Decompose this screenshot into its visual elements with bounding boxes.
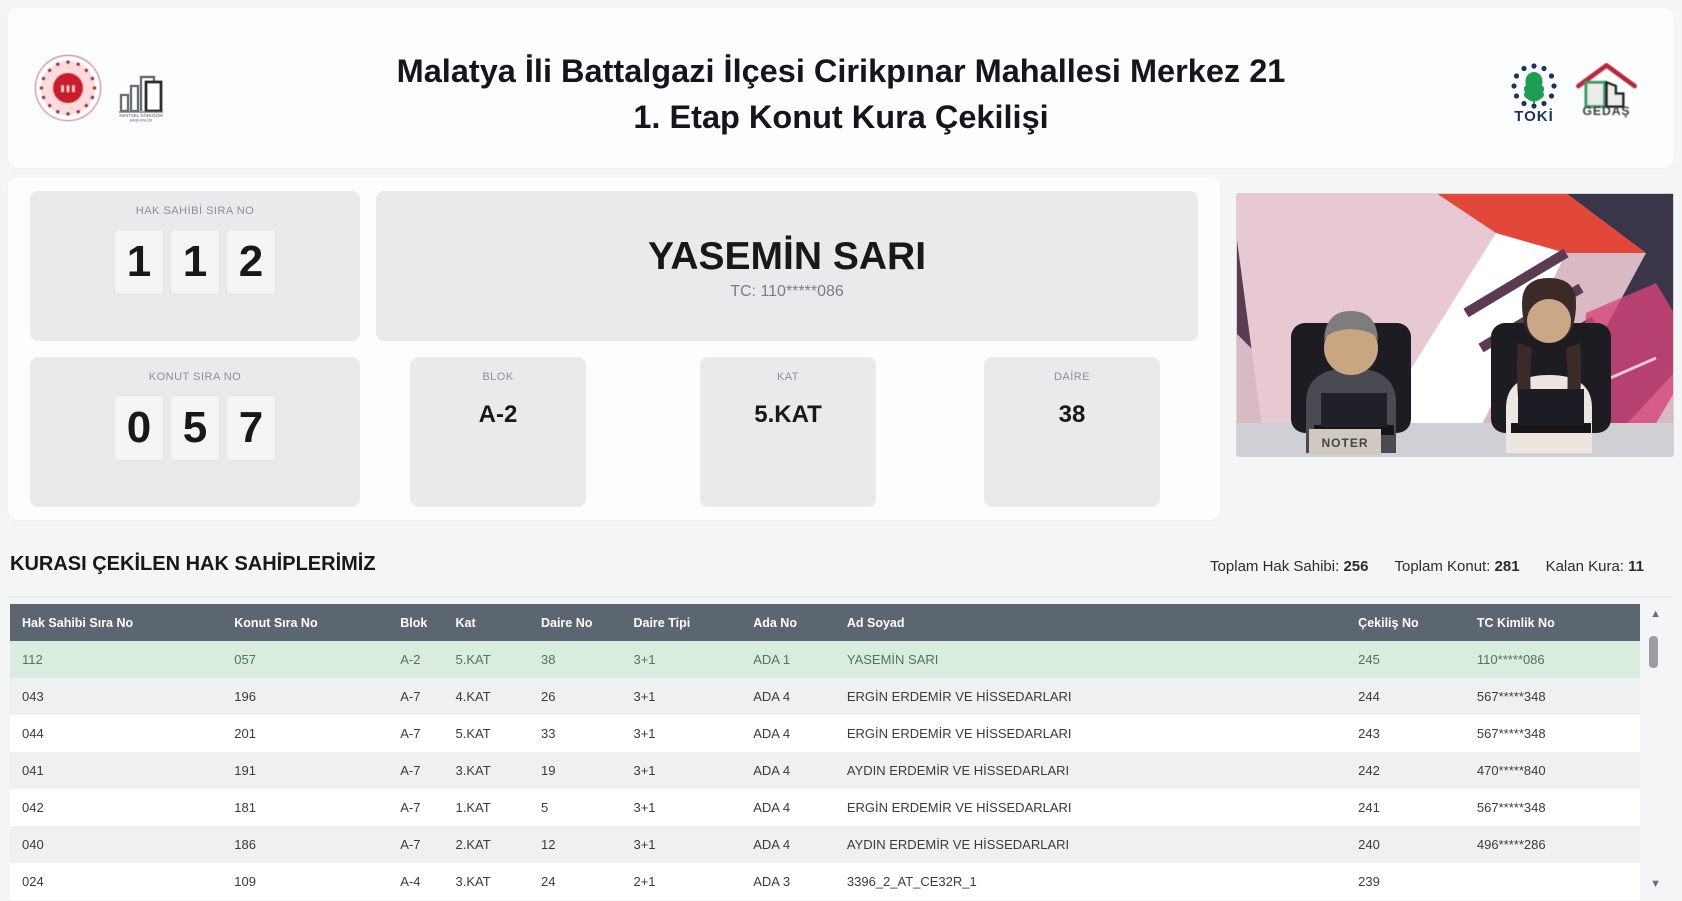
svg-text:GEDAŞ: GEDAŞ — [1583, 104, 1631, 118]
svg-text:KENTSEL DÖNÜŞÜM: KENTSEL DÖNÜŞÜM — [119, 113, 163, 118]
svg-text:TOKİ: TOKİ — [1514, 108, 1554, 125]
svg-text:NOTER: NOTER — [1322, 436, 1369, 450]
svg-text:BAŞKANLIĞI: BAŞKANLIĞI — [130, 118, 152, 123]
